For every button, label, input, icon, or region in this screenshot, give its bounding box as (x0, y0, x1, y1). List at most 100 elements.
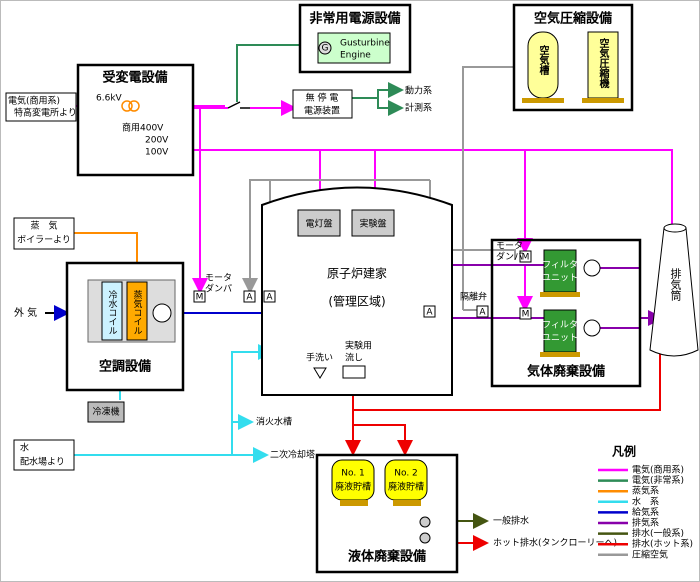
label: 排気筒 (669, 267, 682, 302)
panel (297, 209, 341, 237)
section-box (76, 63, 195, 177)
label: モータ (205, 273, 232, 284)
label: 二次冷却塔 (270, 449, 315, 461)
label: 100V (145, 148, 169, 158)
transformer (121, 100, 133, 112)
base (582, 98, 624, 103)
label: 電灯盤 (305, 218, 332, 230)
emergency-line (377, 98, 404, 116)
label: 一般排水 (493, 515, 529, 527)
pump (419, 532, 431, 544)
label: 冷水コイル (107, 289, 118, 335)
section-title: 空調設備 (99, 359, 151, 375)
air-line (242, 179, 430, 294)
legend-label: 蒸気系 (632, 485, 659, 497)
label: 電源装置 (304, 105, 340, 117)
emergency-line (352, 82, 404, 99)
label: 特高変電所より (14, 107, 77, 119)
legend-label: 給気系 (632, 506, 659, 518)
generator-icon (318, 41, 332, 55)
legend-label: 電気(商用系) (632, 464, 684, 476)
label: 廃液貯槽 (388, 481, 424, 493)
label: 外 気 (14, 306, 37, 319)
section-title: 非常用電源設備 (309, 11, 400, 27)
symbol: A (426, 308, 433, 318)
label: 実験用 (345, 340, 372, 352)
base (393, 500, 421, 506)
symbol: A (246, 293, 253, 303)
label: ユニット (542, 334, 578, 344)
auto-box (423, 305, 436, 318)
transformer (128, 100, 140, 112)
label: 無 停 電 (306, 92, 339, 104)
panel (351, 209, 395, 237)
label: 動力系 (405, 85, 432, 97)
label: Engine (340, 51, 371, 61)
source-box (5, 92, 77, 122)
emergency-line (236, 37, 319, 102)
motor-box (519, 307, 532, 320)
source-box (13, 217, 75, 250)
label: フィルタ (542, 260, 578, 271)
label: 200V (145, 136, 169, 146)
section-box (490, 238, 642, 388)
symbol: M (522, 253, 530, 263)
label: 廃液貯槽 (335, 481, 371, 493)
label: 消火水槽 (256, 416, 292, 428)
label: 流し (345, 352, 363, 364)
legend-label: 水 系 (632, 495, 659, 507)
legend-label: 電気(非常系) (632, 474, 684, 486)
motor-box (193, 290, 206, 303)
label: 電気(商用系) (8, 95, 60, 107)
section-title: 気体廃棄設備 (527, 364, 605, 380)
label: 空気槽 (537, 44, 550, 76)
fan (152, 303, 172, 323)
label: 手洗い (306, 352, 333, 364)
label: 6.6kV (96, 94, 123, 104)
label: Gusturbine (340, 39, 390, 49)
label: ボイラーより (17, 235, 71, 246)
base (540, 352, 580, 357)
stack (649, 227, 699, 357)
label: ダンパ (205, 283, 232, 295)
label: 原子炉建家 (327, 267, 387, 281)
base (522, 98, 564, 103)
label: 蒸 気 (30, 220, 57, 232)
section-title: 液体廃棄設備 (348, 549, 426, 565)
label: 計測系 (405, 102, 432, 114)
label: モータ (496, 241, 523, 252)
filter-unit (543, 309, 577, 353)
stack-top (663, 223, 687, 233)
label: 配水場より (20, 456, 65, 468)
auto-box (263, 290, 276, 303)
source-box (13, 439, 75, 471)
label: No. 2 (394, 469, 418, 479)
cooling-coil (101, 281, 123, 341)
power-line (193, 149, 680, 254)
filter-unit (543, 249, 577, 293)
air-line (463, 249, 516, 260)
reactor-building (261, 186, 453, 396)
legend-title: 凡例 (612, 444, 636, 459)
label: (管理区域) (328, 294, 385, 309)
pump (419, 516, 431, 528)
fan (583, 259, 601, 277)
label: ホット排水(タンクローリーへ) (493, 537, 617, 549)
motor-box (519, 250, 532, 263)
symbol: M (196, 293, 204, 303)
tank (331, 459, 375, 501)
label: G (322, 44, 329, 54)
symbol: M (522, 310, 530, 320)
base (540, 292, 580, 297)
ups-box (292, 89, 353, 119)
symbol: A (266, 293, 273, 303)
label: 蒸気コイル (132, 289, 143, 335)
section-title: 空気圧縮設備 (534, 11, 612, 27)
legend-label: 圧縮空気 (632, 548, 668, 560)
switch (227, 101, 250, 109)
legend-label: 排気系 (632, 517, 659, 529)
label: ユニット (542, 274, 578, 284)
label: 水 (20, 442, 29, 454)
